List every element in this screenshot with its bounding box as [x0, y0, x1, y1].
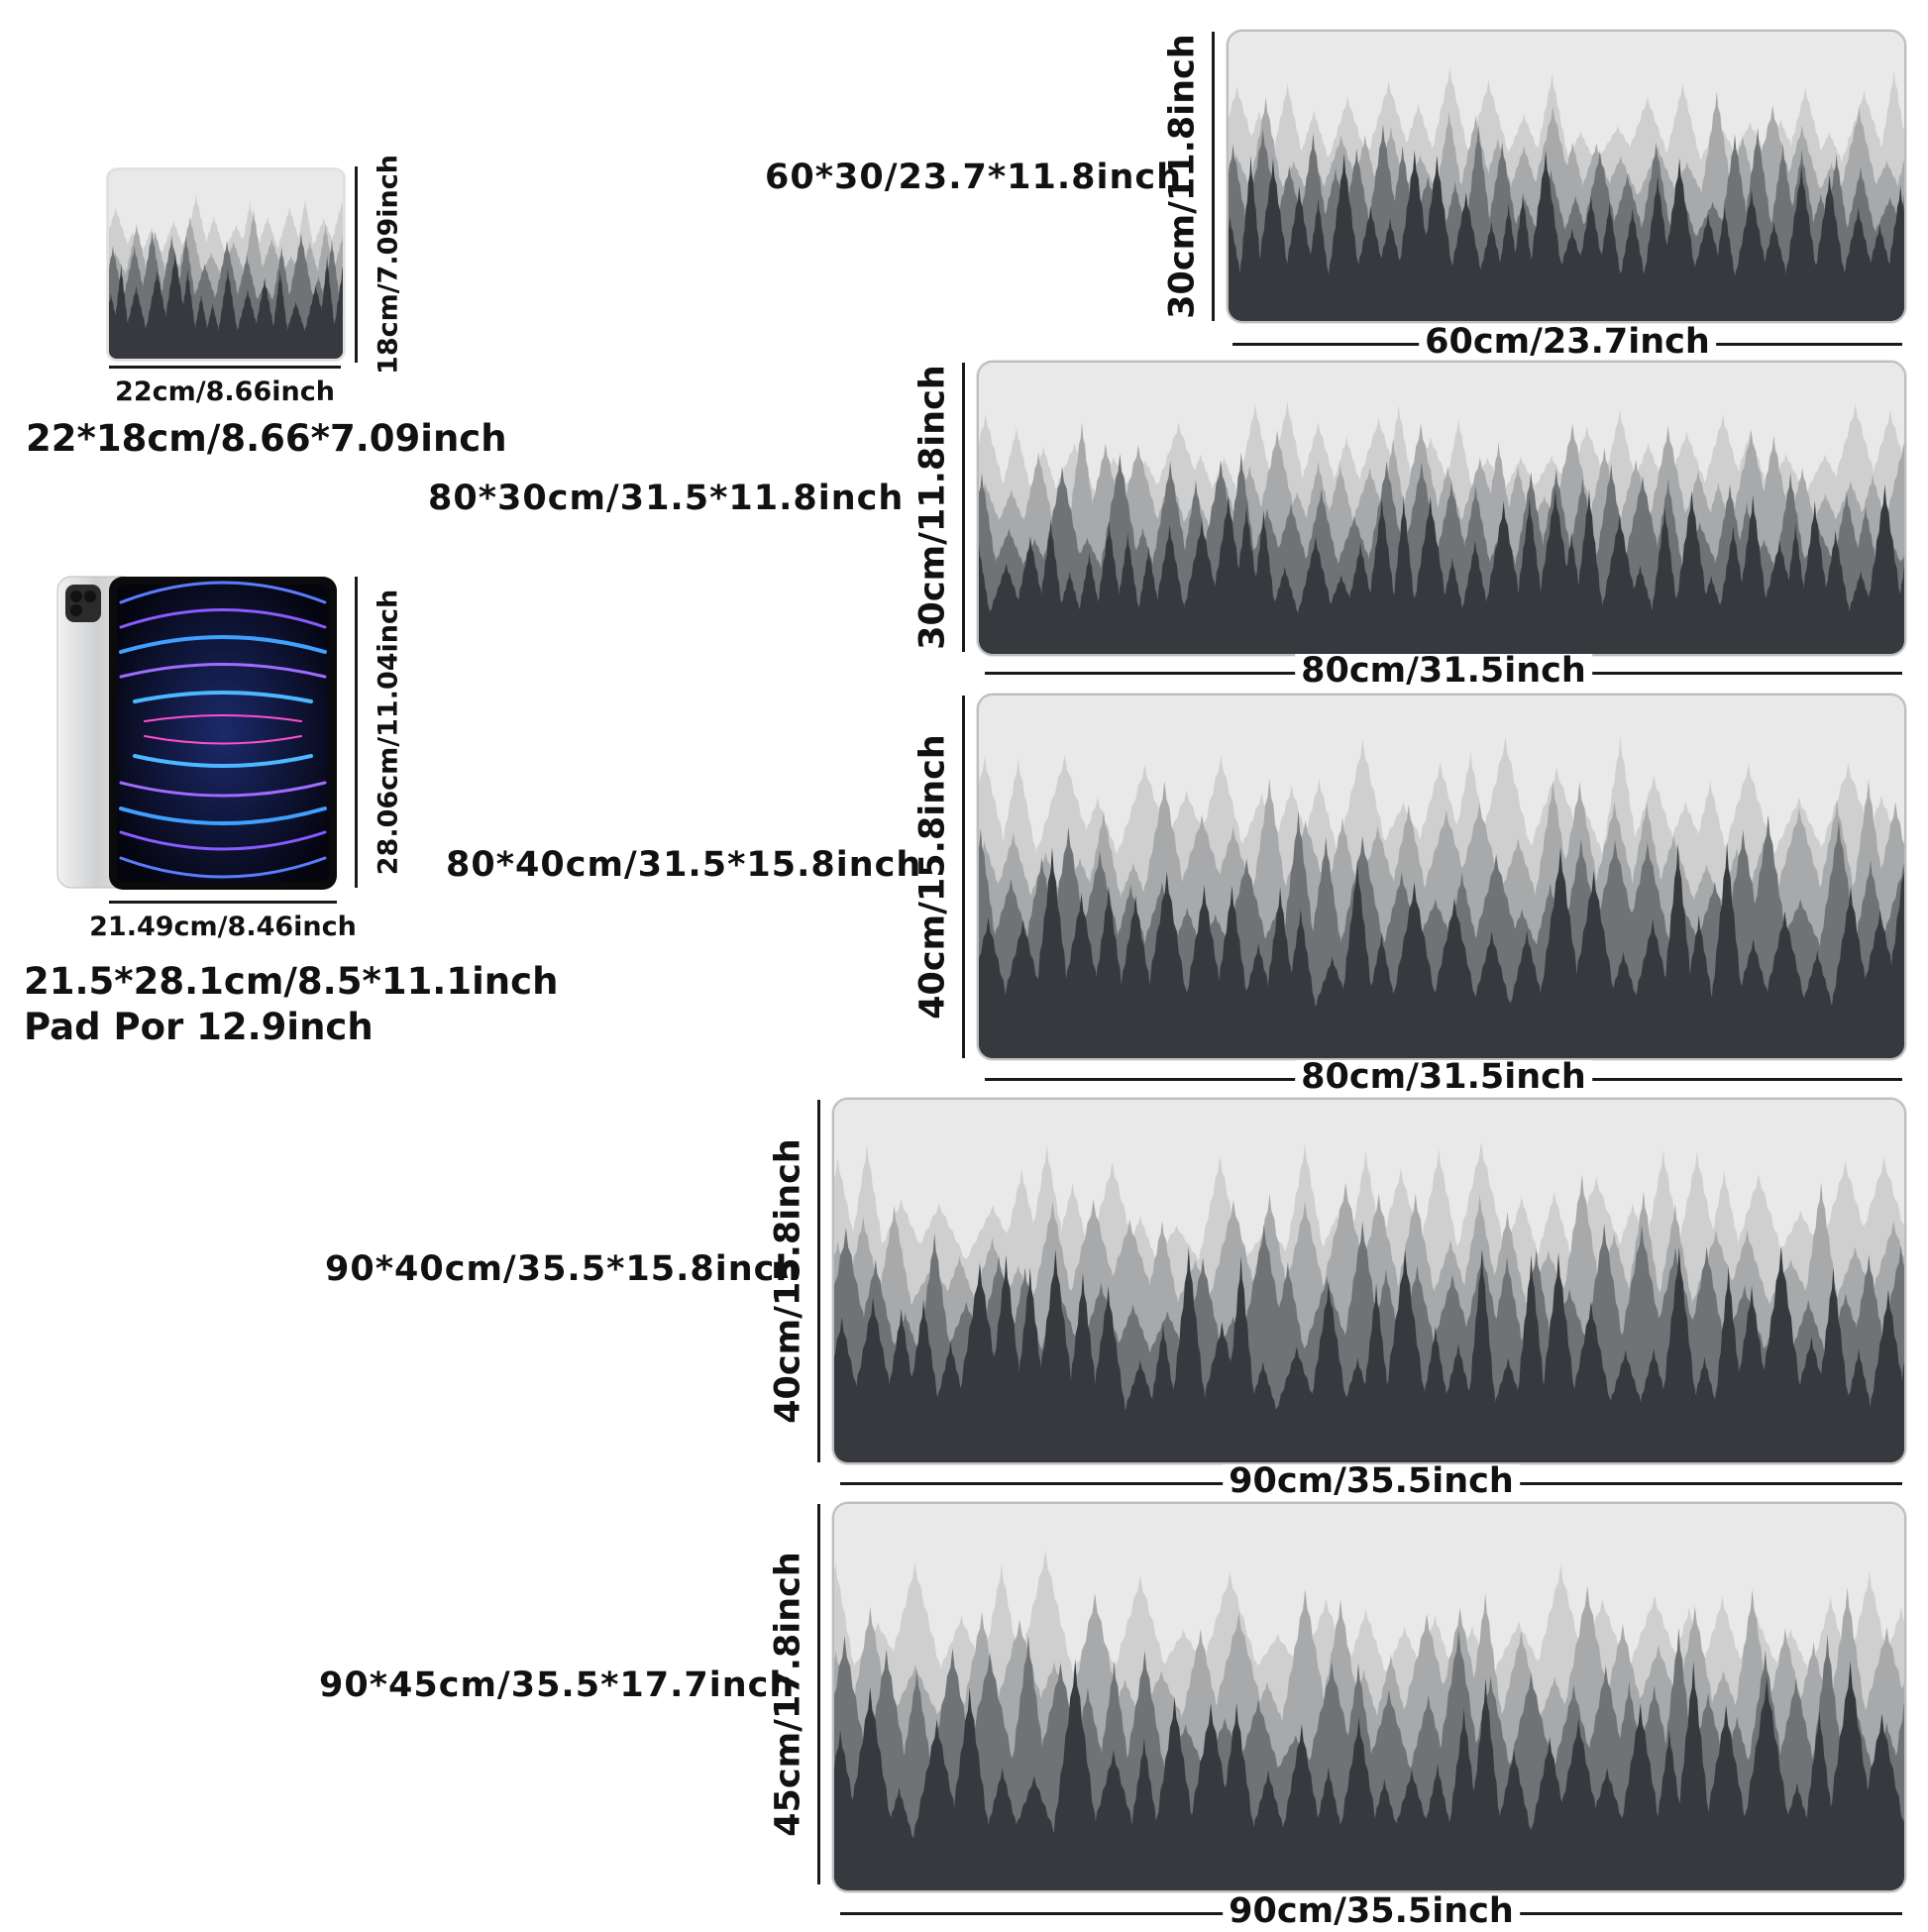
pad-3-width-label: 80cm/31.5inch	[1295, 1060, 1592, 1095]
tablet-height-dimension: 28.06cm/11.04inch	[349, 577, 408, 888]
small-pad-height-label: 18cm/7.09inch	[373, 155, 404, 375]
small-pad-height-dimension: 18cm/7.09inch	[349, 155, 408, 375]
tablet-height-label: 28.06cm/11.04inch	[373, 589, 404, 876]
pad-2-image	[977, 361, 1906, 656]
pad-1-width-dimension: 60cm/23.7inch	[1232, 323, 1902, 363]
pad-2-size-label: 80*30cm/31.5*11.8inch	[428, 479, 905, 518]
pad-4-width-dimension: 90cm/35.5inch	[840, 1462, 1902, 1502]
pad-5-width-label: 90cm/35.5inch	[1223, 1894, 1520, 1929]
pad-5-size-label: 90*45cm/35.5*17.7inch	[319, 1665, 796, 1705]
small-pad-width-dimension: 22cm/8.66inch	[109, 349, 341, 405]
pad-2-width-dimension: 80cm/31.5inch	[985, 652, 1902, 692]
pad-2-height-label: 30cm/11.8inch	[912, 365, 953, 650]
pad-4-image	[832, 1098, 1906, 1464]
pad-3-image	[977, 694, 1906, 1060]
pad-2-height-dimension: 30cm/11.8inch	[911, 363, 971, 652]
pad-1-height-label: 30cm/11.8inch	[1162, 34, 1203, 319]
pad-1-image	[1227, 30, 1906, 323]
forest-scene	[1229, 32, 1904, 321]
small-pad-caption: 22*18cm/8.66*7.09inch	[26, 417, 507, 460]
pad-3-width-dimension: 80cm/31.5inch	[985, 1058, 1902, 1098]
pad-1-size-label: 60*30/23.7*11.8inch	[765, 158, 1183, 197]
tablet-icon	[55, 573, 339, 892]
pad-3-size-label: 80*40cm/31.5*15.8inch	[446, 845, 922, 885]
pad-1-height-dimension: 30cm/11.8inch	[1161, 32, 1221, 321]
pad-2-width-label: 80cm/31.5inch	[1295, 654, 1592, 689]
forest-scene	[834, 1504, 1904, 1890]
forest-scene	[979, 363, 1904, 654]
pad-5-height-label: 45cm/17.8inch	[768, 1552, 808, 1837]
tablet-width-dimension: 21.49cm/8.46inch	[83, 884, 363, 940]
forest-scene	[979, 696, 1904, 1058]
pad-3-height-dimension: 40cm/15.8inch	[911, 696, 971, 1058]
tablet-caption-line2: Pad Por 12.9inch	[24, 1006, 374, 1048]
forest-scene	[834, 1100, 1904, 1462]
tablet-width-label: 21.49cm/8.46inch	[83, 913, 363, 940]
pad-5-width-dimension: 90cm/35.5inch	[840, 1892, 1902, 1932]
small-pad-width-label: 22cm/8.66inch	[109, 378, 341, 405]
pad-1-width-label: 60cm/23.7inch	[1419, 325, 1716, 360]
pad-4-width-label: 90cm/35.5inch	[1223, 1464, 1520, 1499]
pad-4-size-label: 90*40cm/35.5*15.8inch	[325, 1249, 802, 1289]
pad-4-height-label: 40cm/15.8inch	[768, 1138, 808, 1424]
pad-5-image	[832, 1502, 1906, 1892]
pad-3-height-label: 40cm/15.8inch	[912, 734, 953, 1020]
forest-scene	[109, 170, 343, 359]
tablet-caption-line1: 21.5*28.1cm/8.5*11.1inch	[24, 960, 559, 1003]
small-mousepad-image	[107, 168, 345, 361]
pad-4-height-dimension: 40cm/15.8inch	[767, 1100, 826, 1462]
pad-5-height-dimension: 45cm/17.8inch	[767, 1504, 826, 1884]
